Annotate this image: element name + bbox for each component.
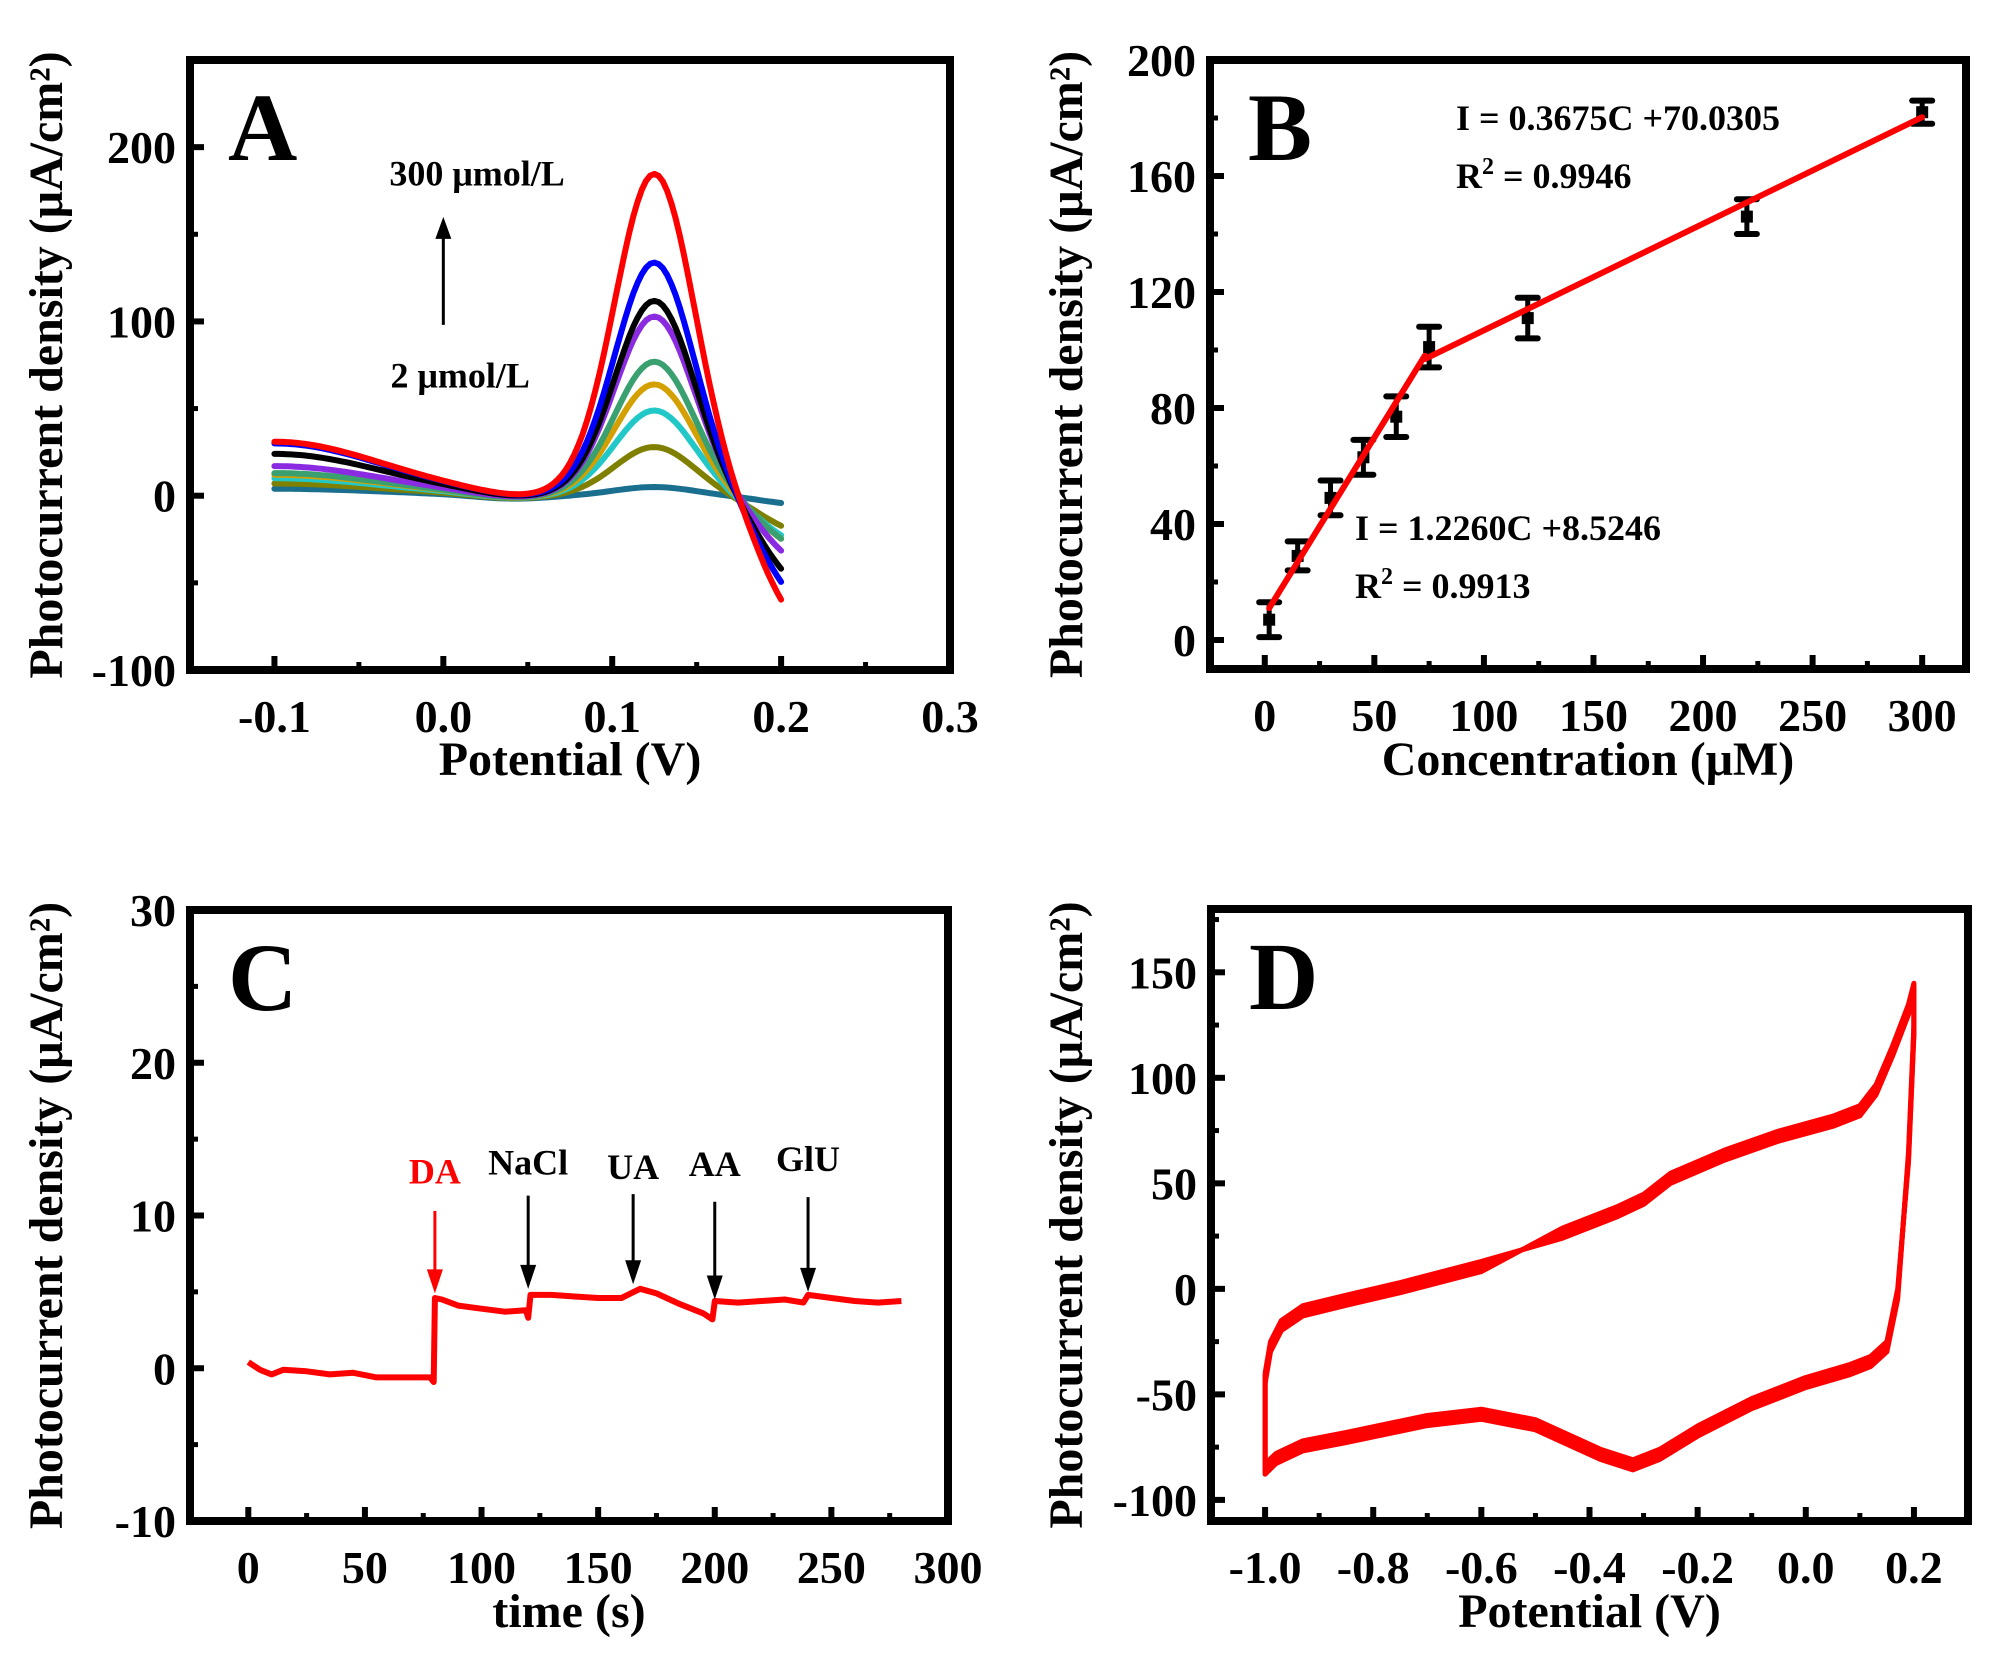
injection-label: GlU (776, 1139, 840, 1179)
arrow-head-icon (426, 1269, 443, 1294)
y-tick-label: 120 (1127, 267, 1196, 318)
x-tick-label: -0.1 (238, 691, 311, 742)
x-tick-label: -0.4 (1553, 1542, 1626, 1593)
y-axis-title: Photocurrent density (μA/cm²) (20, 902, 73, 1529)
data-point (1521, 312, 1534, 325)
x-tick-label: -0.8 (1337, 1542, 1410, 1593)
y-tick-label: -10 (115, 1496, 176, 1547)
plot-frame (186, 56, 954, 674)
x-tick-label: 50 (342, 1542, 388, 1593)
data-point (1916, 106, 1929, 119)
x-axis-title: Concentration (μM) (1382, 733, 1794, 786)
injection-label: AA (689, 1144, 741, 1184)
concentration-annotation: 300 μmol/L (389, 153, 564, 193)
x-tick-label: 0.3 (921, 691, 979, 742)
x-tick-label: 200 (680, 1542, 749, 1593)
plot-frame (186, 906, 952, 1525)
y-tick-label: -100 (92, 645, 176, 696)
cv-cycle-1 (1262, 990, 1917, 1467)
x-tick-label: 200 (1669, 690, 1738, 741)
y-tick-label: -100 (1113, 1475, 1197, 1526)
y-tick-label: 0 (153, 1343, 176, 1394)
series-line-9 (271, 170, 785, 603)
y-tick-label: 40 (1150, 499, 1196, 550)
x-tick-label: 50 (1351, 690, 1397, 741)
plot-frame (1207, 905, 1972, 1525)
panel-letter: C (228, 924, 297, 1031)
current-trace (246, 1285, 902, 1385)
x-tick-label: 100 (1449, 690, 1518, 741)
x-tick-label: 0.0 (1777, 1542, 1835, 1593)
r-squared: R2 = 0.9913 (1355, 564, 1531, 606)
panel-letter: B (1248, 74, 1312, 181)
x-axis-title: Potential (V) (1458, 1585, 1721, 1638)
r-squared: R2 = 0.9946 (1456, 154, 1632, 196)
arrow-head-icon (800, 1267, 817, 1292)
x-axis-title: time (s) (492, 1585, 645, 1638)
data-point (1390, 410, 1403, 423)
y-axis-title: Photocurrent density (μA/cm²) (20, 51, 73, 678)
data-point (1263, 613, 1276, 626)
fit-line-1 (1266, 352, 1428, 612)
x-tick-label: -1.0 (1229, 1542, 1302, 1593)
panel-letter: D (1249, 923, 1318, 1030)
x-tick-label: 300 (914, 1542, 983, 1593)
y-tick-label: 80 (1150, 383, 1196, 434)
y-tick-label: 100 (107, 296, 176, 347)
x-tick-label: 0.2 (752, 691, 810, 742)
panel-letter: A (228, 74, 297, 181)
cv-cycle-4 (1262, 980, 1917, 1477)
arrow-head-icon (625, 1260, 642, 1285)
fit-equation: I = 0.3675C +70.0305 (1456, 98, 1780, 138)
x-tick-label: 0.1 (583, 691, 641, 742)
x-tick-label: 0.2 (1885, 1542, 1943, 1593)
y-tick-label: 10 (130, 1191, 176, 1242)
injection-label: NaCl (488, 1142, 568, 1182)
panel-c: DA NaCl UA AA GlU 0 50 100 150 200 250 300 -10 0 10 20 3… (20, 885, 983, 1638)
panel-a: 300 μmol/L 2 μmol/L -0.1 0.0 0.1 0.2 0.3 -100 0 1… (20, 51, 979, 786)
fit-line-2 (1421, 114, 1926, 363)
arrow-head-icon (435, 216, 452, 239)
x-tick-label: 0 (1253, 690, 1276, 741)
plot-frame (1206, 56, 1970, 673)
y-axis-title: Photocurrent density (μA/cm²) (1040, 901, 1093, 1528)
y-axis-title: Photocurrent density (μA/cm²) (1040, 51, 1093, 678)
y-tick-label: 30 (130, 885, 176, 936)
injection-label: UA (607, 1147, 659, 1187)
x-axis-title: Potential (V) (439, 733, 702, 786)
arrow-head-icon (706, 1275, 723, 1300)
x-tick-label: 300 (1888, 690, 1957, 741)
x-tick-label: 100 (447, 1542, 516, 1593)
injection-label: DA (409, 1151, 461, 1191)
y-tick-label: 160 (1127, 151, 1196, 202)
y-tick-label: 50 (1151, 1158, 1197, 1209)
x-tick-label: 150 (564, 1542, 633, 1593)
y-tick-label: 0 (153, 471, 176, 522)
y-tick-label: 150 (1128, 947, 1197, 998)
x-tick-label: -0.6 (1445, 1542, 1518, 1593)
x-tick-label: 250 (1778, 690, 1847, 741)
fit-equation: I = 1.2260C +8.5246 (1355, 508, 1661, 548)
y-tick-label: 20 (130, 1038, 176, 1089)
concentration-annotation: 2 μmol/L (391, 356, 530, 396)
panel-b: I = 1.2260C +8.5246 R2 = 0.9913 I = 0.3675… (1040, 35, 1970, 786)
panel-d: -1.0 -0.8 -0.6 -0.4 -0.2 0.0 0.2 -100 -50 0 50 100 1… (1040, 901, 1972, 1638)
y-tick-label: 0 (1174, 1264, 1197, 1315)
x-tick-label: -0.2 (1661, 1542, 1734, 1593)
x-tick-label: 0 (237, 1542, 260, 1593)
data-point (1423, 341, 1436, 354)
y-tick-label: 200 (107, 122, 176, 173)
arrow-head-icon (520, 1264, 537, 1289)
y-tick-label: 100 (1128, 1053, 1197, 1104)
data-point (1740, 210, 1753, 223)
y-tick-label: 0 (1173, 615, 1196, 666)
x-tick-label: 250 (797, 1542, 866, 1593)
x-tick-label: 150 (1559, 690, 1628, 741)
y-tick-label: -50 (1136, 1369, 1197, 1420)
x-tick-label: 0.0 (415, 691, 473, 742)
y-tick-label: 200 (1127, 35, 1196, 86)
